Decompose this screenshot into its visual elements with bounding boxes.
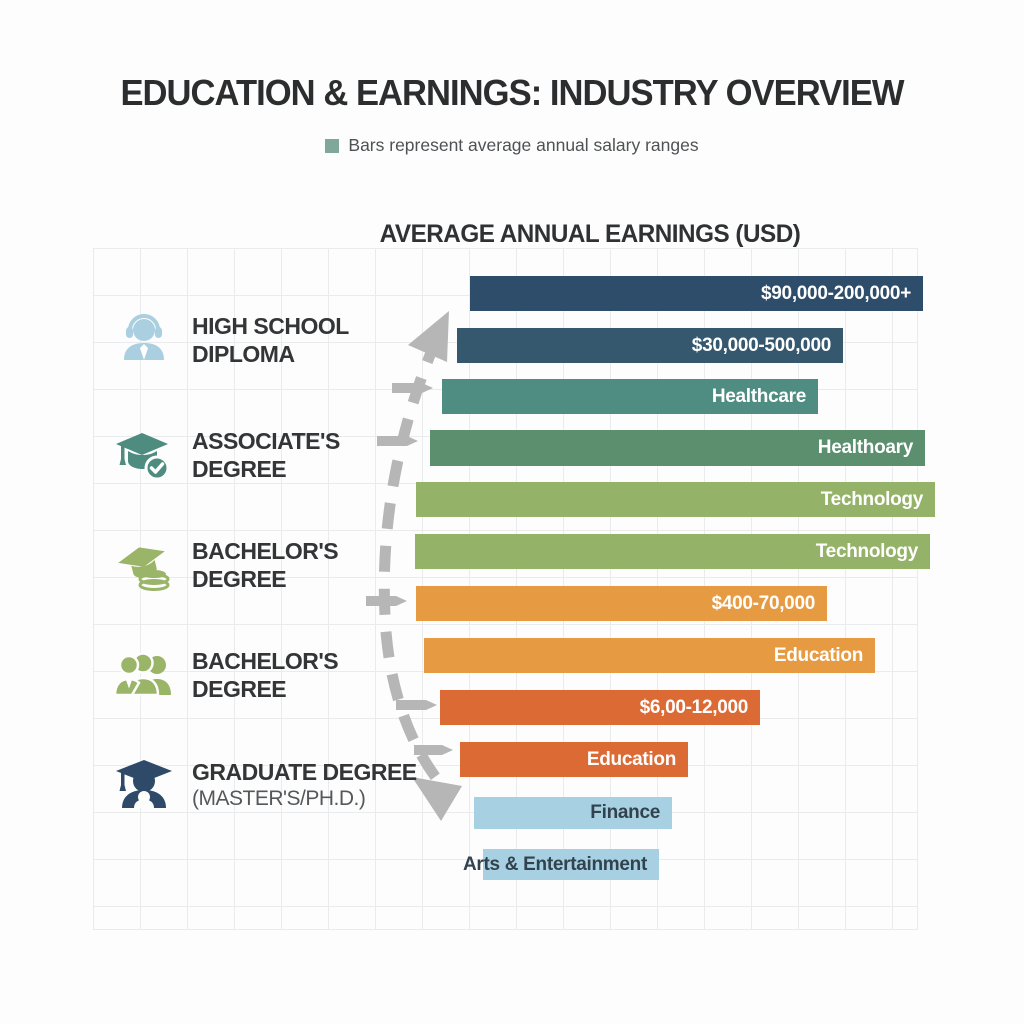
edu-row-high-school: HIGH SCHOOL DIPLOMA xyxy=(112,308,412,372)
edu-label: BACHELOR'S DEGREE xyxy=(192,537,339,593)
bar-5: Technology xyxy=(416,482,935,517)
bar-9: $6,00-12,000 xyxy=(440,690,760,725)
edu-label: HIGH SCHOOL DIPLOMA xyxy=(192,312,349,368)
bar-label: Technology xyxy=(815,540,919,562)
edu-label: ASSOCIATE'S DEGREE xyxy=(192,427,340,483)
legend-swatch-icon xyxy=(325,138,340,153)
bar-label: Healthoary xyxy=(817,437,914,458)
bar-label: Finance xyxy=(590,802,660,823)
edu-label: GRADUATE DEGREE (MASTER'S/PH.D.) xyxy=(192,758,417,812)
graduate-person-icon xyxy=(116,760,172,808)
bar-11: Finance xyxy=(474,797,672,829)
bar-label: Technology xyxy=(820,488,924,510)
edu-row-graduate: GRADUATE DEGREE (MASTER'S/PH.D.) xyxy=(112,753,417,817)
edu-label-line2: (MASTER'S/PH.D.) xyxy=(192,787,366,811)
bar-label: Education xyxy=(586,748,676,770)
people-group-icon xyxy=(113,652,171,697)
grad-cap-check-icon xyxy=(116,433,170,481)
bar-7: $400-70,000 xyxy=(416,586,827,621)
edu-label-line1: HIGH SCHOOL xyxy=(192,312,349,339)
page-title: EDUCATION & EARNINGS: INDUSTRY OVERVIEW xyxy=(120,72,904,113)
bar-12: Arts & Entertainment xyxy=(463,849,659,880)
edu-label-line2: DEGREE xyxy=(192,566,287,592)
bar-8: Education xyxy=(424,638,875,673)
bar-3: Healthcare xyxy=(442,379,818,414)
bar-2: $30,000-500,000 xyxy=(457,328,843,363)
legend-label: Bars represent average annual salary ran… xyxy=(348,135,699,155)
bar-label: $90,000-200,000+ xyxy=(761,282,911,304)
bar-label: Arts & Entertainment xyxy=(462,853,647,875)
person-headset-icon xyxy=(124,314,164,360)
edu-row-associates: ASSOCIATE'S DEGREE xyxy=(112,423,412,487)
edu-label-line1: GRADUATE DEGREE xyxy=(192,759,417,786)
bar-label: $400-70,000 xyxy=(711,592,816,614)
bar-1: $90,000-200,000+ xyxy=(470,276,923,311)
edu-label-line1: BACHELOR'S xyxy=(192,537,339,564)
grad-cap-books-icon xyxy=(118,547,170,591)
bar-label: Healthcare xyxy=(711,385,806,407)
edu-row-bachelors-1: BACHELOR'S DEGREE xyxy=(112,533,412,597)
edu-label-line2: DEGREE xyxy=(192,456,287,482)
legend: Bars represent average annual salary ran… xyxy=(0,135,1024,156)
edu-label-line2: DEGREE xyxy=(192,676,287,702)
bar-10: Education xyxy=(460,742,688,777)
edu-label-line1: ASSOCIATE'S xyxy=(192,427,340,454)
chart-title: AVERAGE ANNUAL EARNINGS (USD) xyxy=(379,220,801,248)
bar-label: $6,00-12,000 xyxy=(639,696,749,718)
edu-row-bachelors-2: BACHELOR'S DEGREE xyxy=(112,643,412,707)
bar-label: Education xyxy=(773,644,863,666)
bar-6: Technology xyxy=(415,534,930,569)
bar-4: Healthoary xyxy=(430,430,925,466)
bar-label: $30,000-500,000 xyxy=(691,334,832,356)
edu-label: BACHELOR'S DEGREE xyxy=(192,647,339,703)
edu-label-line1: BACHELOR'S xyxy=(192,647,339,674)
edu-label-line2: DIPLOMA xyxy=(192,341,295,367)
